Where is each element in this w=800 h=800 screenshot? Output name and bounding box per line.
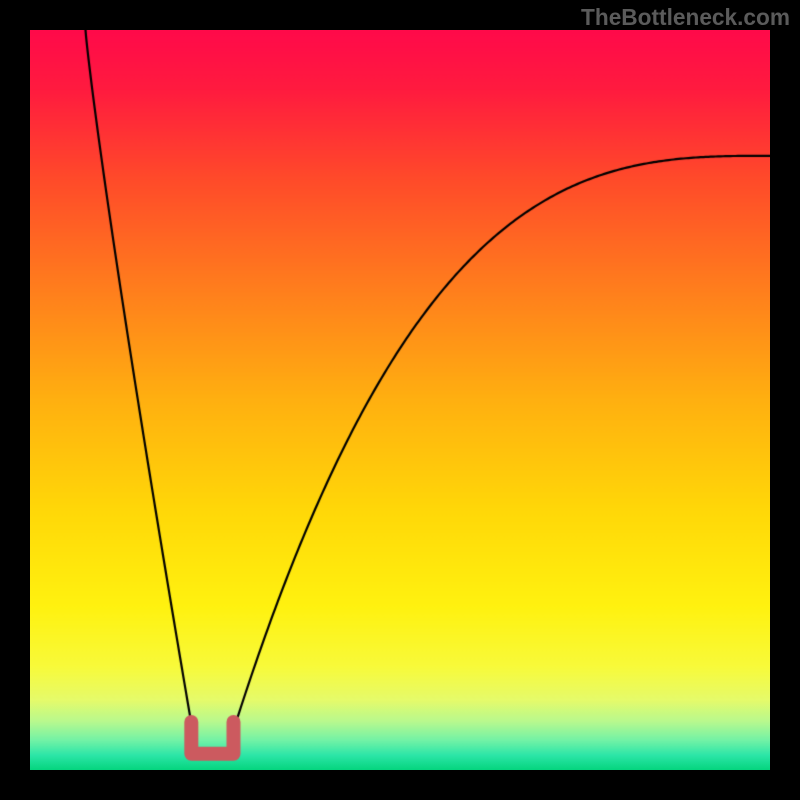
watermark-text: TheBottleneck.com bbox=[581, 4, 790, 31]
bottleneck-curve-chart bbox=[30, 30, 770, 770]
chart-canvas bbox=[30, 30, 770, 770]
